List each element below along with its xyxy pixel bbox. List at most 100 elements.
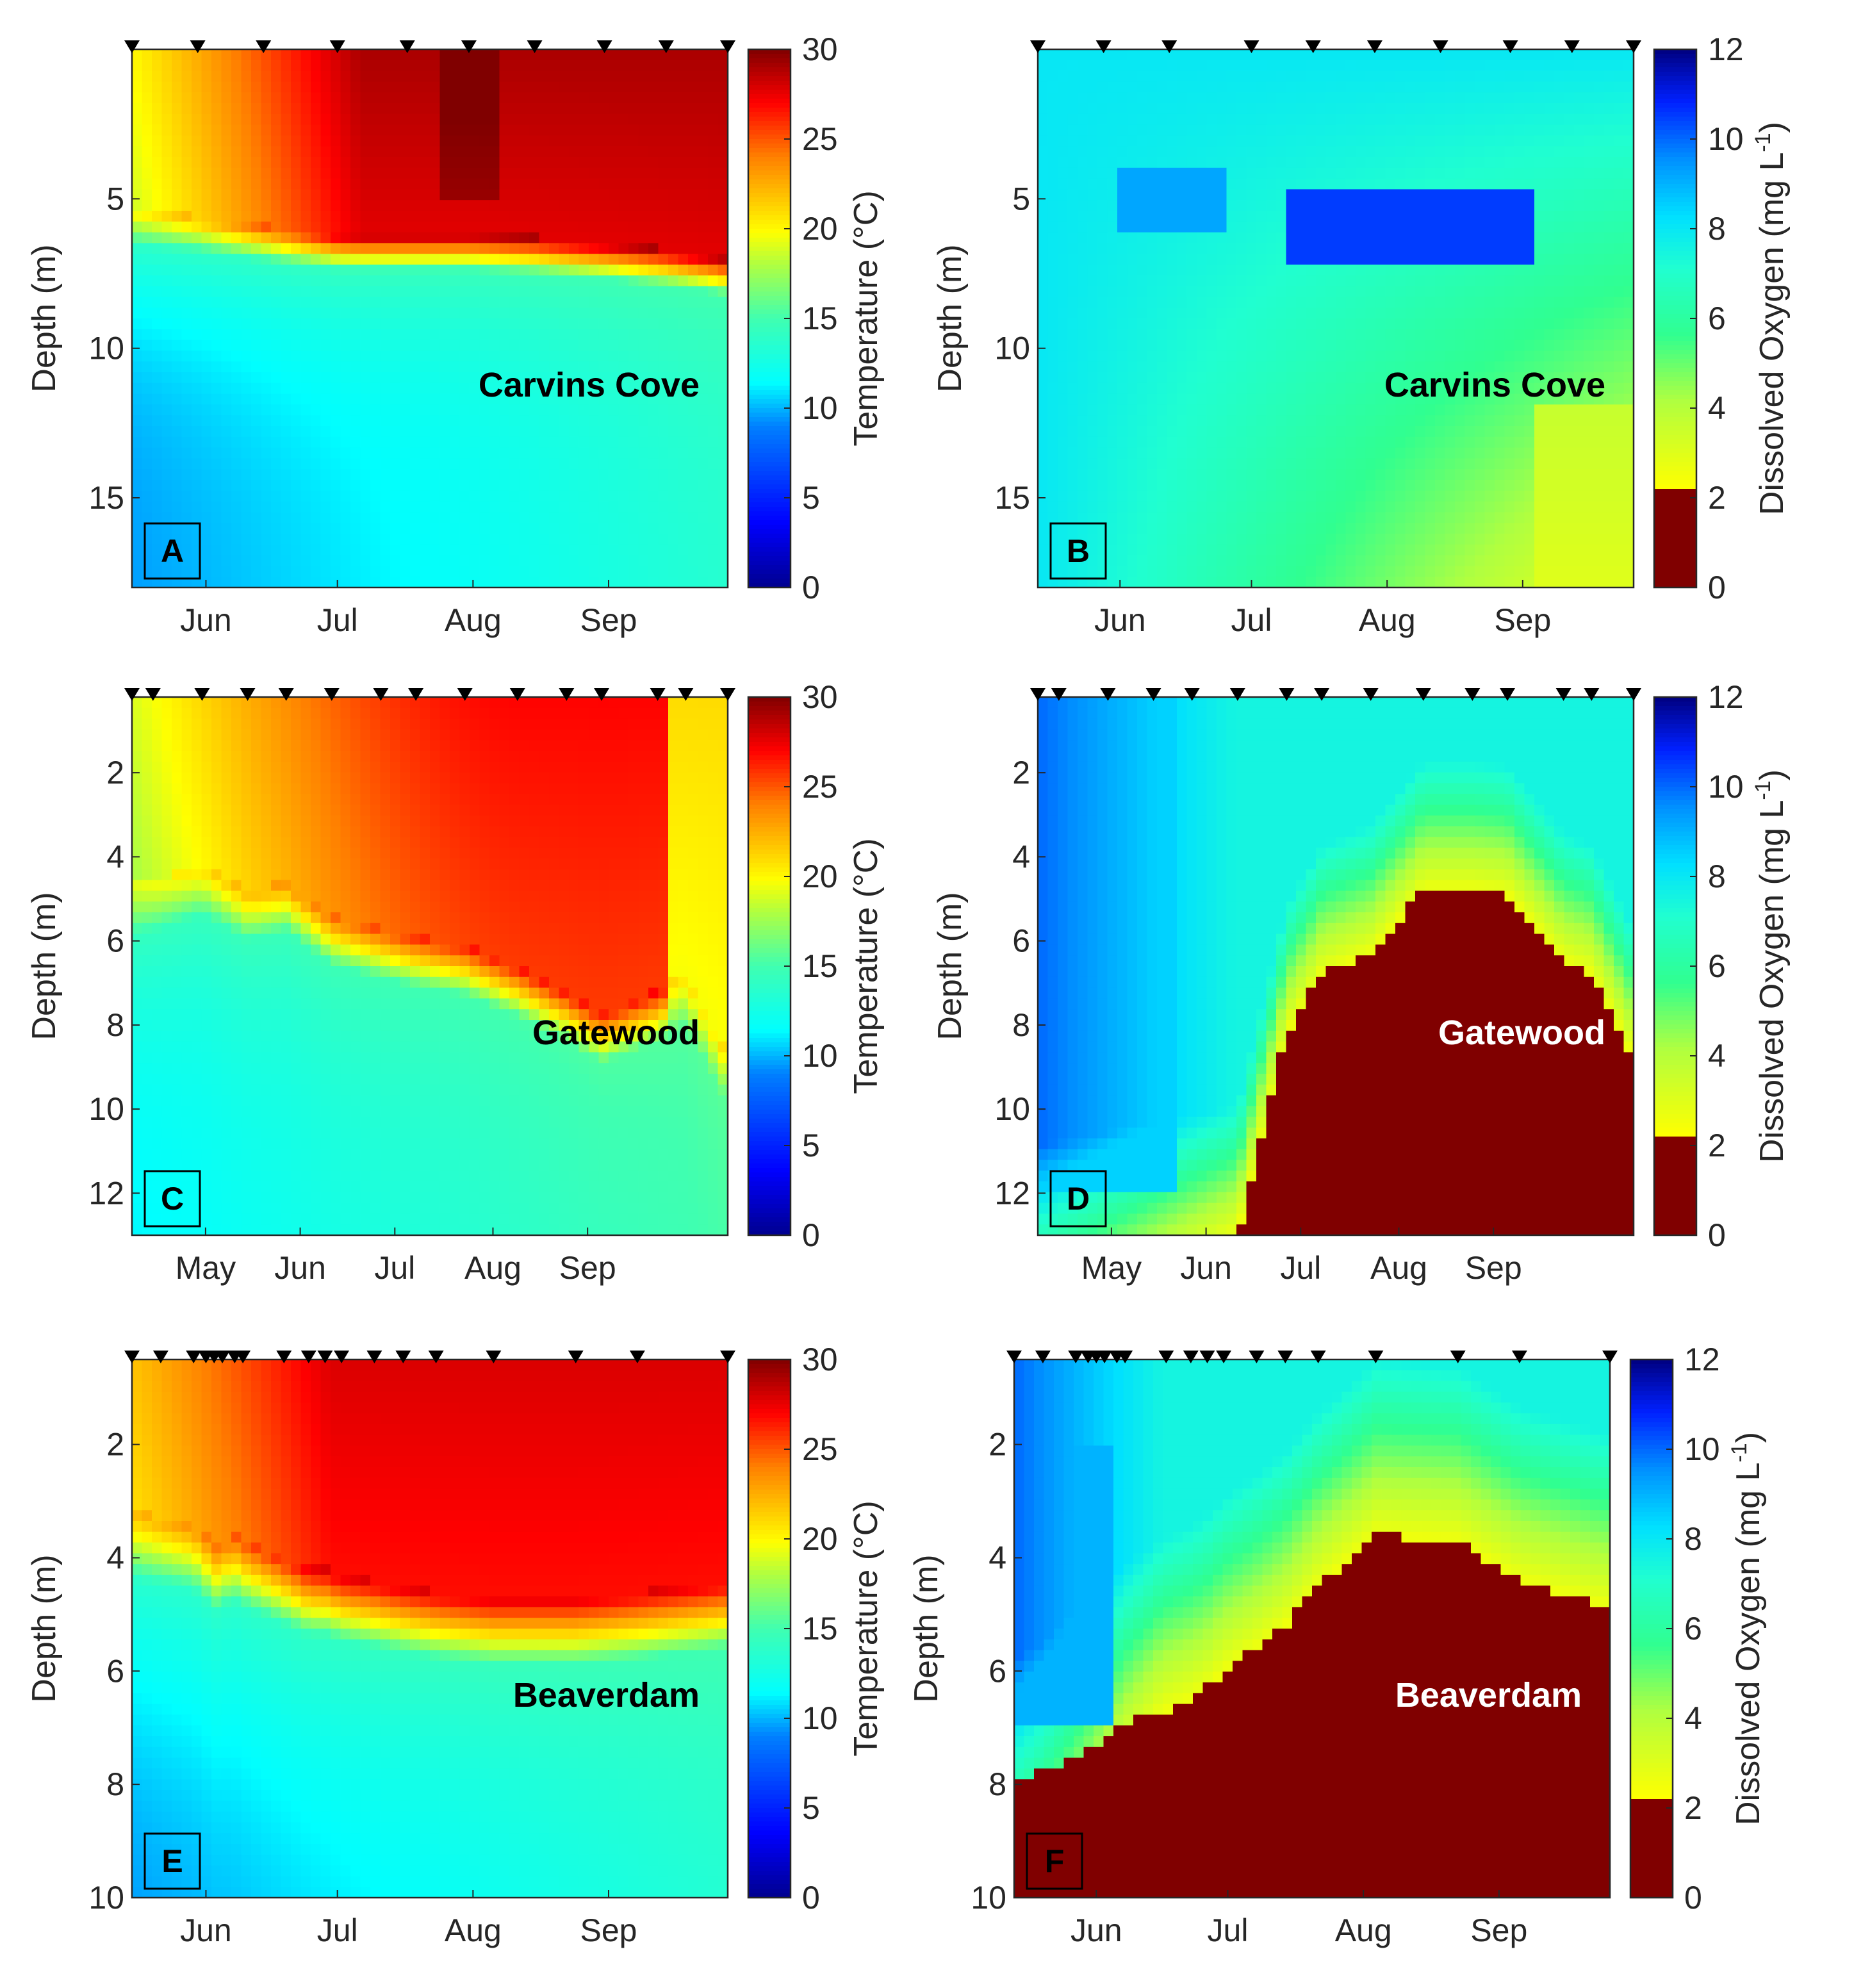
colorbar-tick-label: 10 [802, 1700, 838, 1736]
x-tick-label: Jul [317, 602, 358, 638]
colorbar-tick-label: 0 [1684, 1880, 1702, 1916]
colorbar-E: 0 5 10 15 20 25 30 Temperature (°C) [747, 1342, 885, 1916]
colorbar-tick-label: 8 [1708, 211, 1726, 247]
sampling-marker [1243, 40, 1259, 53]
sampling-marker [1030, 40, 1046, 53]
site-label: Gatewood [532, 1014, 700, 1052]
sampling-marker [1502, 40, 1518, 53]
y-tick-label: 10 [88, 1880, 124, 1916]
sampling-marker [509, 688, 525, 701]
y-tick-label: 10 [88, 1091, 124, 1127]
panel-D: 2 4 6 8 10 12 May Jun Jul Aug Sep Depth (m) Gatewood… [931, 688, 1641, 1286]
axes-frame-E [131, 1358, 729, 1899]
sampling-marker [1626, 40, 1641, 53]
colorbar-tick-label: 10 [1708, 121, 1744, 157]
colorbar-tick-label: 4 [1684, 1700, 1702, 1736]
y-tick-label: 6 [106, 923, 124, 959]
y-tick-label: 10 [971, 1880, 1006, 1916]
panel-letter: D [1067, 1181, 1090, 1217]
x-tick-label: Jun [274, 1250, 326, 1286]
sampling-marker [629, 1351, 645, 1363]
colorbar-tick-label: 6 [1684, 1611, 1702, 1647]
site-label: Gatewood [1438, 1014, 1605, 1052]
sampling-marker [395, 1351, 411, 1363]
x-tick-label: May [176, 1250, 236, 1286]
field-F [1014, 1360, 1611, 1898]
sampling-marker [1277, 1351, 1293, 1363]
colorbar-tick-label: 30 [802, 1342, 838, 1377]
colorbar-tick-label: 20 [802, 211, 838, 247]
sampling-marker [1068, 1351, 1084, 1363]
x-tick-label: Aug [464, 1250, 521, 1286]
colorbar-tick-label: 6 [1708, 300, 1726, 336]
field-A [132, 49, 728, 588]
field-D [1038, 697, 1634, 1236]
panel-A: 5 10 15 Jun Jul Aug Sep Depth (m) Carvins Cove A [26, 40, 735, 638]
y-tick-label: 15 [994, 480, 1030, 516]
colorbar-tick-label: 25 [802, 769, 838, 805]
y-axis-label: Depth (m) [26, 892, 63, 1040]
colorbar-F: 0 2 4 6 8 10 12 Dissolved Oxygen (mg L-1) [1629, 1342, 1767, 1916]
colorbar-D: 0 2 4 6 8 10 12 Dissolved Oxygen (mg L-1) [1653, 679, 1791, 1253]
colorbar-tick-label: 0 [1708, 570, 1726, 605]
colorbar-tick-label: 4 [1708, 1038, 1726, 1074]
sampling-marker [373, 688, 389, 701]
sampling-marker [1161, 40, 1177, 53]
sampling-marker [300, 1351, 316, 1363]
panel-letter: A [161, 533, 184, 569]
y-tick-label: 4 [106, 1540, 124, 1575]
panel-letter: B [1067, 533, 1090, 569]
x-tick-label: Aug [445, 602, 502, 638]
sampling-marker [399, 40, 415, 53]
sampling-marker [720, 688, 735, 701]
x-tick-label: Aug [1359, 602, 1416, 638]
site-label: Carvins Cove [479, 366, 700, 404]
colorbar-tick-label: 30 [802, 679, 838, 715]
sampling-marker [329, 40, 345, 53]
x-tick-label: Aug [1370, 1250, 1427, 1286]
x-tick-label: Jun [1071, 1912, 1122, 1948]
panel-B: 5 10 15 Jun Jul Aug Sep Depth (m) Carvins Cove B [931, 40, 1641, 638]
axes-frame-D [1037, 696, 1635, 1236]
field-E [132, 1360, 728, 1898]
x-tick-label: May [1081, 1250, 1142, 1286]
sampling-marker [1199, 1351, 1215, 1363]
colorbar-label: Dissolved Oxygen (mg L-1) [1751, 769, 1791, 1163]
x-tick-label: Jul [1208, 1912, 1249, 1948]
colorbar-tick-label: 10 [1708, 769, 1744, 805]
sampling-marker [186, 1351, 202, 1363]
colorbar-tick-label: 15 [802, 300, 838, 336]
sampling-marker [317, 1351, 333, 1363]
colorbar-C: 0 5 10 15 20 25 30 Temperature (°C) [747, 679, 885, 1253]
axes-frame-B [1037, 48, 1635, 589]
sampling-marker [1464, 688, 1481, 701]
field-B [1038, 49, 1634, 588]
sampling-marker [1183, 1351, 1199, 1363]
colorbar-tick-label: 4 [1708, 390, 1726, 426]
panel-E: 2 4 6 8 10 Jun Jul Aug Sep Depth (m) Beaverdam E [26, 1351, 735, 1948]
x-tick-label: Jul [1231, 602, 1272, 638]
x-tick-label: Jul [374, 1250, 415, 1286]
sampling-marker [678, 688, 694, 701]
panel-letter: C [161, 1181, 184, 1217]
sampling-marker [1097, 1351, 1113, 1363]
colorbar-tick-label: 5 [802, 1128, 820, 1163]
sampling-marker [1363, 688, 1379, 701]
sampling-marker [256, 40, 272, 53]
y-tick-label: 8 [1012, 1007, 1030, 1043]
colorbar-tick-label: 2 [1708, 480, 1726, 516]
panel-F: 2 4 6 8 10 Jun Jul Aug Sep Depth (m) Beaverdam F [908, 1351, 1618, 1948]
y-axis-label: Depth (m) [26, 244, 63, 392]
sampling-marker [1249, 1351, 1265, 1363]
y-tick-label: 8 [106, 1007, 124, 1043]
y-tick-label: 5 [106, 181, 124, 217]
y-tick-label: 12 [88, 1175, 124, 1211]
sampling-marker [124, 1351, 140, 1363]
y-tick-label: 10 [994, 1091, 1030, 1127]
colorbar-tick-label: 25 [802, 1431, 838, 1467]
sampling-marker [1415, 688, 1431, 701]
sampling-marker [324, 688, 340, 701]
y-tick-label: 12 [994, 1175, 1030, 1211]
sampling-marker [461, 40, 477, 53]
colorbar-A: 0 5 10 15 20 25 30 Temperature (°C) [747, 31, 885, 605]
